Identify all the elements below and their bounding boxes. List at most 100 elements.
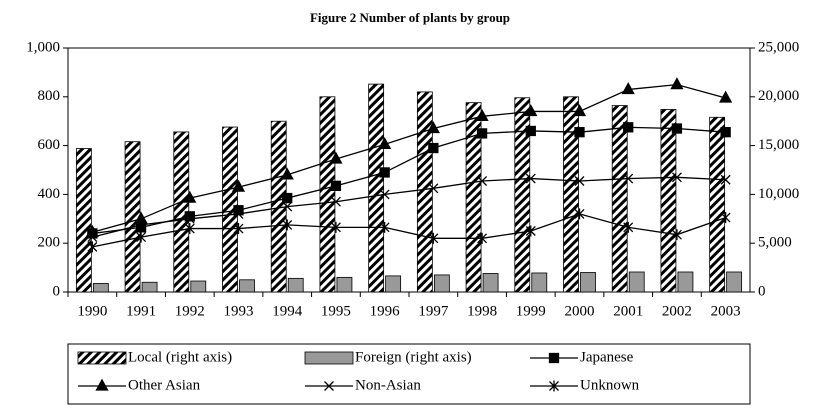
marker	[426, 121, 440, 134]
y-tick-label: 800	[38, 88, 61, 104]
bar	[75, 148, 92, 293]
y2-tick-label: 25,000	[758, 39, 799, 55]
legend-box	[67, 343, 751, 405]
marker	[574, 208, 585, 220]
x-tick-label: 1996	[370, 303, 401, 319]
marker	[280, 167, 294, 180]
marker	[184, 211, 195, 222]
marker-shape	[670, 77, 684, 90]
marker	[572, 104, 587, 117]
marker-shape	[572, 104, 587, 117]
bar	[368, 83, 385, 293]
y-tick-label: 400	[38, 186, 61, 202]
legend-marker	[324, 381, 334, 391]
marker-shape	[623, 122, 634, 133]
y2-tick-label: 0	[758, 283, 766, 299]
marker-shape	[525, 173, 536, 184]
marker-shape	[231, 179, 246, 192]
marker	[379, 167, 390, 178]
y2-tick-label: 20,000	[758, 88, 799, 104]
marker	[329, 151, 343, 164]
y2-tick-label: 10,000	[758, 186, 799, 202]
bar	[709, 116, 726, 293]
marker	[720, 212, 731, 224]
marker-shape	[330, 196, 341, 207]
marker	[428, 183, 439, 194]
marker-shape	[476, 128, 488, 139]
plot-frame	[67, 47, 751, 293]
bar	[92, 283, 109, 293]
marker	[621, 82, 635, 95]
marker	[719, 90, 733, 103]
bar	[239, 279, 255, 293]
marker	[233, 208, 244, 219]
marker-shape	[136, 219, 147, 230]
marker-shape	[428, 142, 439, 154]
bar	[416, 91, 433, 293]
bar	[190, 280, 207, 293]
line	[92, 83, 726, 233]
bar	[385, 275, 402, 293]
marker	[330, 196, 341, 207]
x-tick-label: 1997	[418, 303, 449, 319]
marker	[282, 192, 293, 204]
x-tick-label: 1995	[321, 303, 351, 319]
x-tick-label: 2000	[565, 303, 595, 319]
x-tick-label: 1993	[224, 303, 254, 319]
marker	[477, 176, 488, 186]
marker-shape	[428, 183, 439, 194]
x-tick-label: 1998	[467, 303, 497, 319]
marker-shape	[329, 151, 343, 164]
marker	[623, 122, 634, 133]
bar	[336, 276, 353, 293]
bar	[465, 102, 482, 293]
line	[92, 213, 726, 248]
x-tick-label: 2001	[613, 303, 643, 319]
marker	[87, 241, 98, 253]
marker-shape	[87, 232, 98, 243]
x-tick-label: 1999	[516, 303, 546, 319]
marker	[525, 125, 536, 137]
marker-shape	[524, 104, 538, 117]
legend-marker	[95, 378, 109, 391]
marker-shape	[134, 211, 148, 224]
marker-shape	[548, 352, 560, 364]
chart-title: Figure 2 Number of plants by group	[310, 10, 510, 25]
bar	[531, 272, 548, 293]
marker-shape	[184, 213, 195, 224]
marker	[282, 201, 293, 212]
marker	[282, 219, 293, 231]
marker	[136, 231, 147, 243]
marker	[378, 137, 392, 150]
bar	[482, 273, 499, 293]
bar	[677, 271, 694, 293]
marker-shape	[233, 208, 244, 219]
legend-label: Other Asian	[128, 377, 201, 393]
marker	[330, 180, 342, 192]
bar	[514, 97, 531, 293]
marker-shape	[623, 173, 634, 184]
marker-shape	[282, 192, 293, 204]
legend-swatch	[77, 351, 127, 365]
legend-swatch	[304, 351, 354, 365]
marker	[134, 211, 148, 224]
legend-label: Foreign (right axis)	[355, 349, 472, 365]
marker	[574, 176, 585, 186]
marker	[671, 172, 682, 183]
marker-shape	[426, 121, 440, 134]
legend-label: Unknown	[580, 377, 640, 393]
marker	[428, 232, 439, 244]
x-tick-label: 2002	[662, 303, 692, 319]
marker	[136, 219, 147, 230]
bar	[124, 141, 141, 293]
x-tick-label: 1994	[272, 303, 303, 319]
bar	[319, 96, 336, 293]
marker-shape	[330, 180, 342, 192]
marker	[184, 223, 195, 235]
marker	[525, 173, 536, 184]
marker	[720, 127, 731, 138]
marker-shape	[525, 125, 536, 137]
bar	[660, 109, 677, 293]
marker	[183, 190, 197, 203]
